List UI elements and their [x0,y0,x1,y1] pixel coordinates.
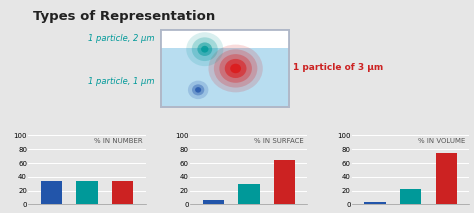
Ellipse shape [192,37,218,61]
Text: 1 particle, 2 μm: 1 particle, 2 μm [88,34,154,43]
Ellipse shape [195,87,201,93]
FancyBboxPatch shape [161,30,289,107]
Bar [76,181,98,204]
Text: 1 particle, 1 μm: 1 particle, 1 μm [88,77,154,86]
Bar [400,189,421,204]
Ellipse shape [186,32,223,66]
Bar [365,202,386,204]
Ellipse shape [201,46,209,53]
Bar [161,30,289,48]
Text: % IN SURFACE: % IN SURFACE [254,138,304,144]
Ellipse shape [209,45,263,92]
Bar [112,181,133,204]
Ellipse shape [219,54,252,83]
Text: Types of Representation: Types of Representation [33,10,215,23]
Ellipse shape [230,64,241,73]
Text: % IN NUMBER: % IN NUMBER [93,138,142,144]
Ellipse shape [192,84,204,95]
Bar [203,200,224,204]
Bar [41,181,62,204]
Ellipse shape [197,42,212,56]
Ellipse shape [188,81,209,99]
Ellipse shape [225,59,246,78]
Text: % IN VOLUME: % IN VOLUME [419,138,466,144]
Text: 1 particle of 3 μm: 1 particle of 3 μm [293,63,383,72]
Bar [273,160,295,204]
Ellipse shape [214,49,257,88]
Bar [436,153,457,204]
Bar [238,184,259,204]
